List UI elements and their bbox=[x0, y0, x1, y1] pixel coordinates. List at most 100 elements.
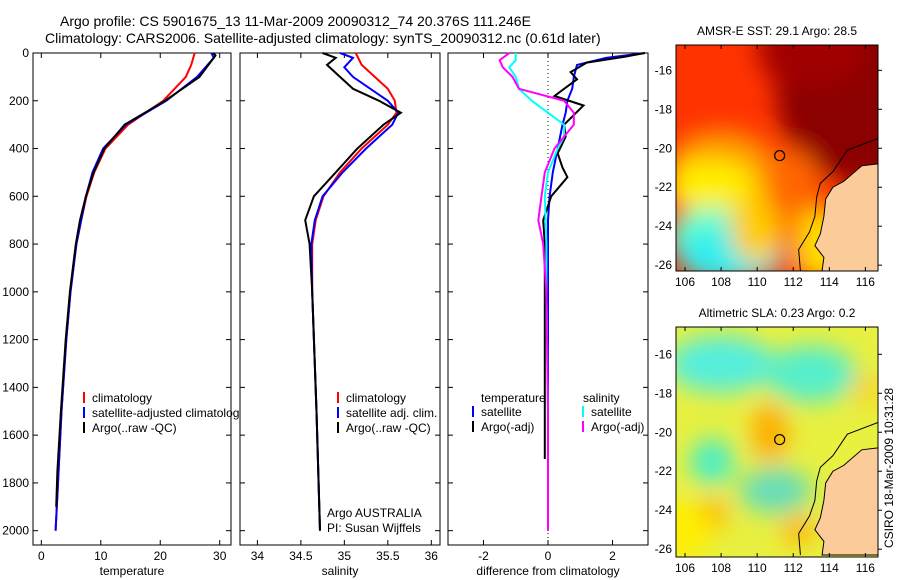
lon-tick-label: 114 bbox=[820, 275, 839, 289]
lat-tick-label: -20 bbox=[655, 141, 673, 155]
argo-float-marker bbox=[774, 433, 786, 446]
lat-tick-label: -26 bbox=[655, 542, 673, 556]
salinity-chart: 34 34.5 35 35.5 36 salinity climatologysatelli… bbox=[239, 52, 441, 578]
lat-tick-label: -22 bbox=[655, 180, 673, 194]
field-patch bbox=[850, 374, 878, 405]
field-patch bbox=[690, 438, 734, 485]
argo-float-marker bbox=[774, 149, 786, 162]
y-tick-label: 200 bbox=[9, 94, 29, 108]
temperature-axes-box bbox=[32, 52, 232, 546]
legend-label: Argo(-adj) bbox=[481, 420, 534, 434]
lat-tick-label: -16 bbox=[655, 347, 673, 361]
series-line-argo-raw-qc- bbox=[55, 52, 217, 507]
temperature-chart: 0 10 20 30 0 200 400 600 800 1000 1200 1400 1600 1800… bbox=[2, 46, 245, 578]
map-title: AMSR-E SST: 29.1 Argo: 28.5 bbox=[697, 24, 857, 38]
legend-label: climatology bbox=[346, 391, 406, 405]
legend-label: Argo(..raw -QC) bbox=[92, 421, 177, 435]
y-tick-label: 400 bbox=[9, 142, 29, 156]
y-tick-label: 1800 bbox=[2, 476, 29, 490]
field-patch bbox=[676, 335, 776, 393]
y-tick-label: 1000 bbox=[2, 285, 29, 299]
lat-tick-label: -24 bbox=[655, 503, 673, 517]
lon-tick-label: 114 bbox=[820, 561, 839, 575]
lon-tick-label: 106 bbox=[675, 561, 695, 575]
lat-tick-label: -16 bbox=[655, 63, 673, 77]
lat-tick-label: -24 bbox=[655, 219, 673, 233]
lat-tick-label: -18 bbox=[655, 386, 673, 400]
series-line-argo-raw-qc- bbox=[304, 52, 403, 531]
figure-title-line1: Argo profile: CS 5901675_13 11-Mar-2009 … bbox=[60, 13, 531, 29]
x-tick-label: 10 bbox=[94, 549, 108, 563]
y-tick-label: 1600 bbox=[2, 428, 29, 442]
y-tick-label: 2000 bbox=[2, 524, 29, 538]
lat-tick-label: -18 bbox=[655, 102, 673, 116]
x-tick-label: 2 bbox=[609, 549, 616, 563]
field-patch bbox=[676, 501, 712, 557]
field-patch bbox=[766, 149, 821, 226]
x-tick-label: 34 bbox=[251, 549, 265, 563]
field-patch bbox=[739, 467, 812, 514]
x-axis-label: temperature bbox=[100, 564, 165, 578]
lon-tick-label: 112 bbox=[784, 275, 803, 289]
legend-header-salinity: salinity bbox=[583, 391, 620, 405]
x-tick-label: 35 bbox=[338, 549, 352, 563]
legend-label: Argo(..raw -QC) bbox=[346, 421, 431, 435]
lon-tick-label: 116 bbox=[856, 561, 875, 575]
timestamp-stamp: CSIRO 18-Mar-2009 10:31:28 bbox=[882, 387, 896, 548]
land-mass bbox=[814, 447, 878, 556]
x-tick-label: 30 bbox=[213, 549, 227, 563]
legend-header-temperature: temperature bbox=[481, 391, 546, 405]
series-line-salinity-argo-adj- bbox=[498, 52, 575, 531]
lat-tick-label: -22 bbox=[655, 464, 673, 478]
lon-tick-label: 108 bbox=[711, 275, 731, 289]
x-tick-label: 0 bbox=[38, 549, 45, 563]
lat-tick-label: -26 bbox=[655, 258, 673, 272]
land-mass bbox=[814, 163, 878, 271]
map-title: Altimetric SLA: 0.23 Argo: 0.2 bbox=[699, 306, 856, 320]
lon-tick-label: 112 bbox=[784, 561, 803, 575]
x-axis-label: difference from climatology bbox=[476, 564, 619, 578]
sst-map: AMSR-E SST: 29.1 Argo: 28.5 106 108 110 112 1… bbox=[655, 24, 882, 289]
lat-tick-label: -20 bbox=[655, 425, 673, 439]
field-patch bbox=[766, 345, 857, 403]
map-field bbox=[676, 327, 878, 557]
map-frame bbox=[675, 326, 879, 558]
bathymetry-contour bbox=[798, 138, 878, 271]
x-tick-label: 34.5 bbox=[289, 549, 313, 563]
x-tick-label: 20 bbox=[154, 549, 168, 563]
x-tick-label: 35.5 bbox=[376, 549, 400, 563]
legend-label: Argo(-adj) bbox=[591, 420, 644, 434]
y-tick-label: 800 bbox=[9, 237, 29, 251]
lon-tick-label: 108 bbox=[711, 561, 731, 575]
y-tick-label: 1200 bbox=[2, 333, 29, 347]
legend-label: satellite bbox=[481, 405, 522, 419]
lon-tick-label: 106 bbox=[675, 275, 695, 289]
map-field bbox=[676, 45, 878, 271]
lon-tick-label: 110 bbox=[748, 275, 767, 289]
credit-text: PI: Susan Wijffels bbox=[327, 521, 421, 535]
lon-tick-label: 110 bbox=[748, 561, 767, 575]
map-frame bbox=[675, 44, 879, 272]
credit-text: Argo AUSTRALIA bbox=[327, 506, 422, 520]
y-tick-label: 0 bbox=[22, 46, 29, 60]
sla-map: Altimetric SLA: 0.23 Argo: 0.2 106 108 110 1… bbox=[655, 306, 882, 575]
salinity-axes-box bbox=[239, 52, 441, 546]
legend-label: satellite bbox=[591, 405, 632, 419]
figure-title-line2: Climatology: CARS2006. Satellite-adjuste… bbox=[45, 30, 601, 46]
y-tick-label: 600 bbox=[9, 189, 29, 203]
field-patch bbox=[782, 514, 815, 545]
lon-tick-label: 116 bbox=[856, 275, 875, 289]
x-tick-label: -2 bbox=[478, 549, 489, 563]
legend-label: satellite-adjusted climatology bbox=[92, 406, 245, 420]
legend-label: climatology bbox=[92, 391, 152, 405]
field-patch bbox=[757, 45, 866, 89]
series-line-salinity-satellite bbox=[508, 53, 566, 531]
x-axis-label: salinity bbox=[322, 564, 359, 578]
legend-label: satellite adj. clim. bbox=[346, 406, 437, 420]
bathymetry-contour bbox=[798, 422, 878, 556]
field-patch bbox=[751, 401, 788, 463]
x-tick-label: 0 bbox=[545, 549, 552, 563]
